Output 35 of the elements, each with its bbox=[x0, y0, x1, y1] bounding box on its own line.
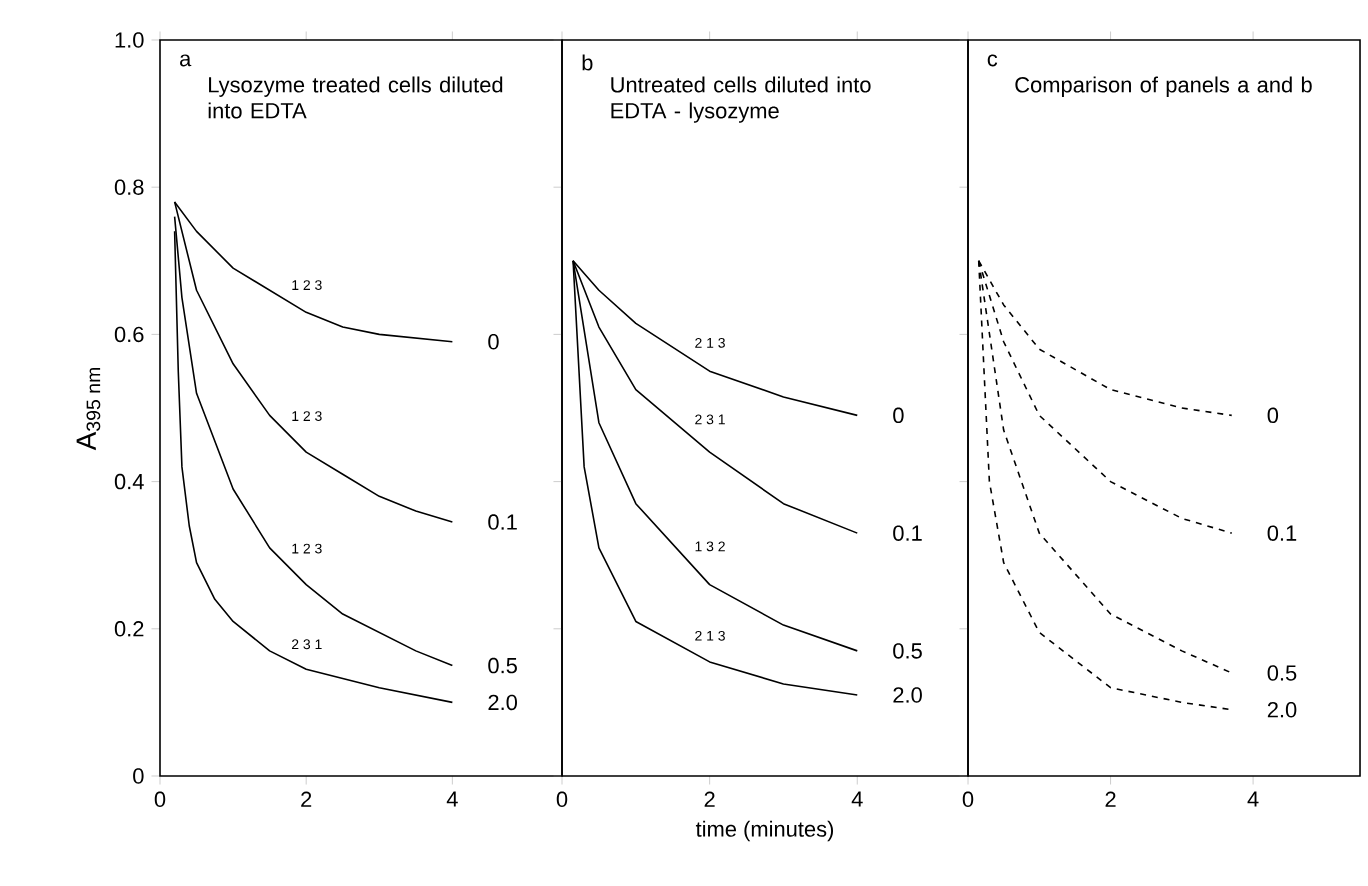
series-label: 0.5 bbox=[1267, 665, 1297, 681]
series-label: 0.5 bbox=[893, 643, 922, 659]
y-tick-label: 0.8 bbox=[114, 179, 144, 195]
x-tick-label: 0 bbox=[154, 791, 166, 808]
y-tick-label: 0.6 bbox=[114, 326, 144, 343]
x-tick-label: 2 bbox=[704, 791, 715, 807]
text: Untreated cells diluted into EDTA - lysozyme bbox=[611, 76, 871, 123]
series-label: 0 bbox=[893, 407, 904, 424]
series-label: 0.5 bbox=[488, 657, 517, 674]
x-tick-label: 2 bbox=[1105, 791, 1116, 807]
x-tick-label: 4 bbox=[851, 791, 863, 807]
text: Lysozyme treated cells diluted into EDTA bbox=[208, 76, 503, 119]
y-tick-label: 1.0 bbox=[115, 32, 144, 48]
x-tick-label: 0 bbox=[962, 791, 974, 808]
series-label: 2.0 bbox=[893, 687, 922, 703]
y-tick-label: 0 bbox=[133, 768, 144, 784]
series-label: 0.1 bbox=[893, 525, 922, 541]
chart-title: a bbox=[180, 54, 192, 67]
x-tick-label: 4 bbox=[1247, 791, 1259, 807]
y-tick-label: 0.4 bbox=[114, 473, 144, 490]
chart-title: c bbox=[987, 54, 998, 67]
text: Comparison of panels a and b bbox=[1015, 76, 1312, 97]
series-label: 0 bbox=[1267, 407, 1279, 424]
series-label: 2.0 bbox=[1267, 702, 1297, 718]
series-label: 0.1 bbox=[1267, 525, 1297, 541]
x-axis-title: time (minutes) bbox=[695, 820, 834, 842]
text: b bbox=[582, 54, 593, 71]
series-label: 0 bbox=[488, 334, 499, 350]
x-tick-label: 2 bbox=[301, 791, 312, 807]
y-tick-label: 0.2 bbox=[114, 621, 144, 637]
series-label: 0.1 bbox=[488, 514, 517, 530]
y-axis-title: A$_{395 nm}$ bbox=[76, 367, 101, 451]
x-tick-label: 0 bbox=[556, 791, 568, 808]
x-tick-label: 4 bbox=[446, 791, 458, 807]
series-label: 2.0 bbox=[488, 694, 517, 711]
